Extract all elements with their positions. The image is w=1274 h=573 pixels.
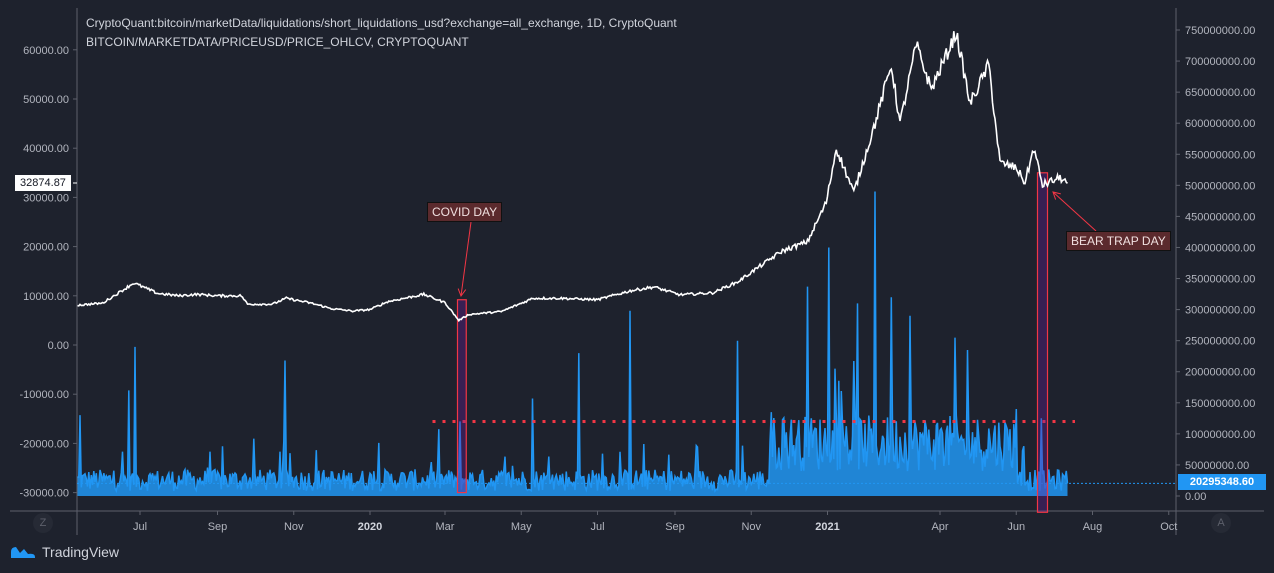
left-tick-label: 0.00 <box>48 340 69 352</box>
price-line <box>77 31 1068 323</box>
left-tick-label: -20000.00 <box>19 438 69 450</box>
x-tick-label: Jul <box>590 521 604 533</box>
right-tick-label: 500000000.00 <box>1185 180 1255 192</box>
x-tick-label: Nov <box>284 521 304 533</box>
price-last-value-tag: 32874.87 <box>15 175 71 191</box>
x-tick-label: Sep <box>665 521 685 533</box>
annotation-bear-trap-day[interactable]: BEAR TRAP DAY <box>1066 231 1171 251</box>
annotation-covid-day[interactable]: COVID DAY <box>427 202 503 222</box>
x-tick-label: Jun <box>1007 521 1025 533</box>
zoom-toggle-button[interactable]: Z <box>33 513 53 533</box>
left-tick-label: 60000.00 <box>23 45 69 57</box>
right-tick-label: 300000000.00 <box>1185 305 1255 317</box>
left-tick-label: 30000.00 <box>23 192 69 204</box>
annotation-arrow-bear-trap-head <box>1052 191 1061 200</box>
right-tick-label: 0.00 <box>1185 491 1206 503</box>
right-tick-label: 100000000.00 <box>1185 429 1255 441</box>
right-tick-label: 200000000.00 <box>1185 367 1255 379</box>
left-tick-label: -30000.00 <box>19 488 69 500</box>
right-tick-label: 250000000.00 <box>1185 336 1255 348</box>
left-tick-label: -10000.00 <box>19 389 69 401</box>
x-tick-label: 2020 <box>358 521 382 533</box>
right-tick-label: 550000000.00 <box>1185 149 1255 161</box>
right-tick-label: 150000000.00 <box>1185 398 1255 410</box>
right-tick-label: 400000000.00 <box>1185 242 1255 254</box>
x-tick-label: Aug <box>1083 521 1103 533</box>
annotation-highlight-rect <box>1036 172 1049 513</box>
liquidations-last-value-tag: 20295348.60 <box>1178 474 1266 490</box>
annotation-highlight-rect <box>456 299 467 494</box>
tradingview-logo-text: TradingView <box>42 544 120 560</box>
tradingview-logo[interactable]: TradingView <box>10 544 119 560</box>
x-tick-label: 2021 <box>815 521 839 533</box>
annotation-arrow-covid-head <box>457 288 467 298</box>
right-tick-label: 650000000.00 <box>1185 87 1255 99</box>
right-tick-label: 600000000.00 <box>1185 118 1255 130</box>
annotation-arrow-covid <box>460 221 472 297</box>
x-tick-label: Nov <box>741 521 761 533</box>
x-tick-label: Oct <box>1160 521 1177 533</box>
right-tick-label: 700000000.00 <box>1185 56 1255 68</box>
x-tick-label: Jul <box>133 521 147 533</box>
auto-scale-button[interactable]: A <box>1211 513 1231 533</box>
x-tick-label: Mar <box>436 521 455 533</box>
right-tick-label: 450000000.00 <box>1185 211 1255 223</box>
x-tick-label: Apr <box>931 521 948 533</box>
right-tick-label: 350000000.00 <box>1185 274 1255 286</box>
left-tick-label: 40000.00 <box>23 143 69 155</box>
right-tick-label: 750000000.00 <box>1185 25 1255 37</box>
x-tick-label: Sep <box>208 521 228 533</box>
annotation-arrow-bear-trap <box>1052 191 1097 232</box>
tradingview-cloud-icon <box>11 547 35 558</box>
left-tick-label: 10000.00 <box>23 291 69 303</box>
liquidations-line <box>77 191 1069 494</box>
right-tick-label: 50000000.00 <box>1185 460 1249 472</box>
x-tick-label: May <box>511 521 532 533</box>
liquidations-series-title: CryptoQuant:bitcoin/marketData/liquidati… <box>86 16 677 30</box>
price-series-title: BITCOIN/MARKETDATA/PRICEUSD/PRICE_OHLCV,… <box>86 35 469 49</box>
left-tick-label: 50000.00 <box>23 94 69 106</box>
left-tick-label: 20000.00 <box>23 242 69 254</box>
